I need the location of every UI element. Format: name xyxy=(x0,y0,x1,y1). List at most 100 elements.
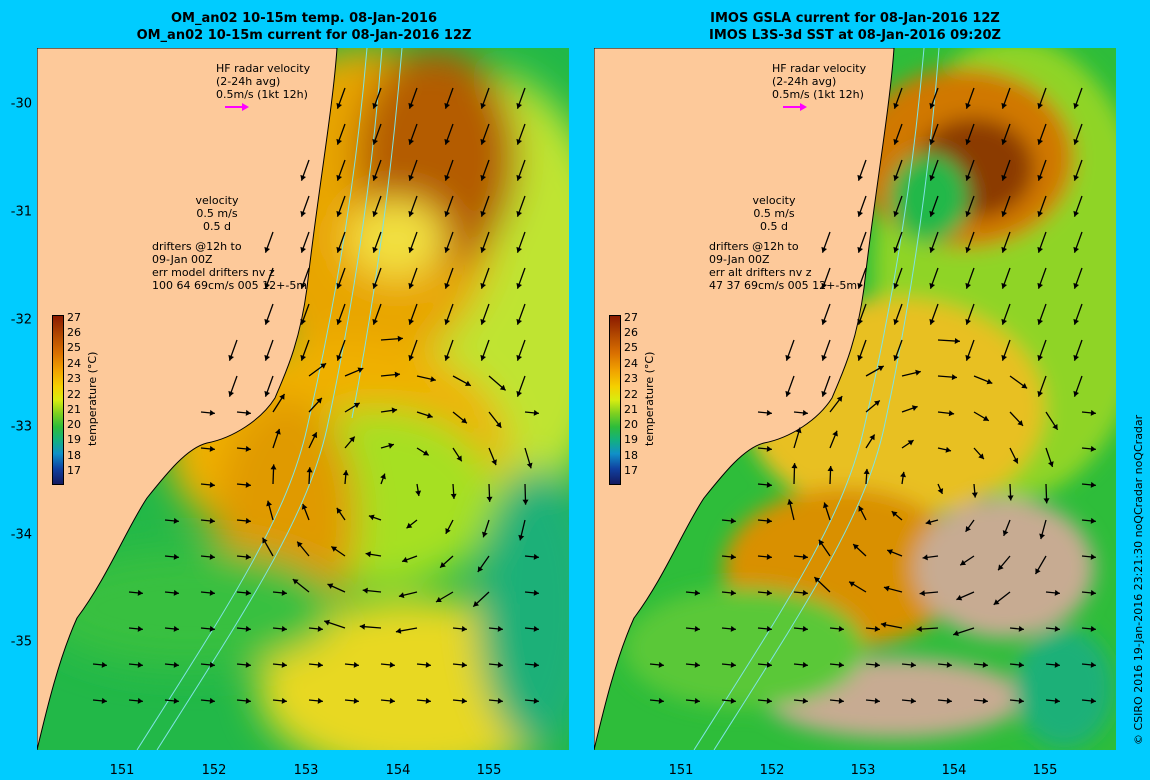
current-arrowhead xyxy=(480,354,486,361)
current-arrowhead xyxy=(821,354,827,361)
current-arrowhead xyxy=(380,473,386,480)
current-arrowhead xyxy=(1073,210,1079,217)
lat-label: -33 xyxy=(10,419,32,435)
colorbar-tick: 23 xyxy=(624,372,638,385)
current-arrowhead xyxy=(821,282,827,289)
current-arrowhead xyxy=(956,594,963,601)
current-arrowhead xyxy=(427,412,433,419)
current-arrowhead xyxy=(444,318,450,325)
current-arrowhead xyxy=(1054,625,1060,632)
current-arrowhead xyxy=(499,384,506,391)
current-arrowhead xyxy=(1090,553,1096,560)
current-arrowhead xyxy=(893,318,899,325)
colorbar-tick: 24 xyxy=(67,357,81,370)
current-arrowhead xyxy=(937,488,944,494)
velocity-duration: 0.5 d xyxy=(760,220,788,233)
current-arrowhead xyxy=(874,661,880,668)
current-arrowhead xyxy=(533,589,539,596)
current-arrowhead xyxy=(300,210,306,217)
current-arrowhead xyxy=(1037,174,1043,181)
current-arrowhead xyxy=(836,396,843,402)
lon-label: 154 xyxy=(385,763,411,778)
current-arrowhead xyxy=(929,246,935,253)
colorbar-tick: 22 xyxy=(624,388,638,401)
current-arrowhead xyxy=(929,174,935,181)
current-arrowhead xyxy=(173,625,179,632)
lon-label: 153 xyxy=(850,763,876,778)
lon-label: 155 xyxy=(476,763,502,778)
colorbar-tick: 17 xyxy=(624,464,638,477)
lat-label: -30 xyxy=(10,96,32,112)
satellite-sst-map[interactable] xyxy=(594,48,1116,750)
current-arrowhead xyxy=(1090,517,1096,524)
current-arrowhead xyxy=(874,400,880,406)
current-arrowhead xyxy=(1035,568,1041,575)
hf-radar-scale: 0.5m/s (1kt 12h) xyxy=(772,88,864,101)
current-arrowhead xyxy=(480,282,486,289)
current-arrowhead xyxy=(444,246,450,253)
drifters-time: 09-Jan 00Z xyxy=(709,253,770,266)
current-arrowhead xyxy=(1073,102,1079,109)
current-arrowhead xyxy=(477,566,484,572)
current-arrowhead xyxy=(1037,138,1043,145)
current-arrowhead xyxy=(408,246,414,253)
colorbar-tick: 20 xyxy=(624,418,638,431)
drifters-stats-values: 100 64 69cm/s 005 12+-5m xyxy=(152,279,308,292)
current-arrowhead xyxy=(1018,697,1024,704)
current-arrowhead xyxy=(1090,697,1096,704)
current-arrowhead xyxy=(245,445,251,452)
model-temperature-map[interactable] xyxy=(37,48,569,750)
current-arrowhead xyxy=(887,549,893,555)
current-arrowhead xyxy=(814,577,821,583)
current-arrowhead xyxy=(893,102,899,109)
current-arrowhead xyxy=(965,174,971,181)
current-arrowhead xyxy=(1001,354,1007,361)
current-vector-field xyxy=(92,87,539,704)
hf-radar-legend: HF radar velocity (2-24h avg) 0.5m/s (1k… xyxy=(772,62,866,101)
current-arrowhead xyxy=(929,102,935,109)
current-arrowhead xyxy=(1073,390,1079,397)
current-arrowhead xyxy=(209,553,215,560)
current-arrowhead xyxy=(1001,102,1007,109)
lat-label: -31 xyxy=(10,204,32,220)
current-arrowhead xyxy=(1007,495,1014,501)
current-arrowhead xyxy=(1002,530,1009,536)
drifters-label: drifters @12h to xyxy=(709,240,799,253)
current-arrowhead xyxy=(245,589,251,596)
current-arrowhead xyxy=(998,564,1004,571)
current-arrowhead xyxy=(430,376,436,382)
current-arrowhead xyxy=(450,493,457,499)
current-arrowhead xyxy=(1054,661,1060,668)
current-arrowhead xyxy=(480,102,486,109)
current-arrowhead xyxy=(516,282,522,289)
current-vector-field xyxy=(649,87,1096,704)
current-arrowhead xyxy=(245,625,251,632)
current-arrowhead xyxy=(408,318,414,325)
current-arrowhead xyxy=(880,621,887,628)
current-arrowhead xyxy=(480,246,486,253)
current-arrowhead xyxy=(365,551,371,558)
current-arrowhead xyxy=(1090,409,1096,416)
current-arrowhead xyxy=(694,661,700,668)
current-arrowhead xyxy=(1073,174,1079,181)
current-arrowhead xyxy=(264,354,270,361)
current-arrowhead xyxy=(960,559,966,566)
current-arrowhead xyxy=(982,661,988,668)
colorbar-tick: 23 xyxy=(67,372,81,385)
current-arrowhead xyxy=(823,502,829,509)
current-arrowhead xyxy=(173,589,179,596)
colorbar-tick: 26 xyxy=(67,326,81,339)
current-arrowhead xyxy=(461,697,467,704)
current-arrowhead xyxy=(357,367,364,373)
current-arrowhead xyxy=(953,630,959,636)
colorbar-title: temperature (°C) xyxy=(86,351,99,446)
current-arrowhead xyxy=(311,432,318,439)
current-arrowhead xyxy=(929,210,935,217)
current-arrowhead xyxy=(986,378,993,385)
current-arrowhead xyxy=(857,282,863,289)
current-arrowhead xyxy=(264,390,270,397)
colorbar-tick: 21 xyxy=(67,403,81,416)
current-arrowhead xyxy=(362,587,368,594)
left-title-line1: OM_an02 10-15m temp. 08-Jan-2016 xyxy=(170,11,438,26)
current-arrowhead xyxy=(802,697,808,704)
